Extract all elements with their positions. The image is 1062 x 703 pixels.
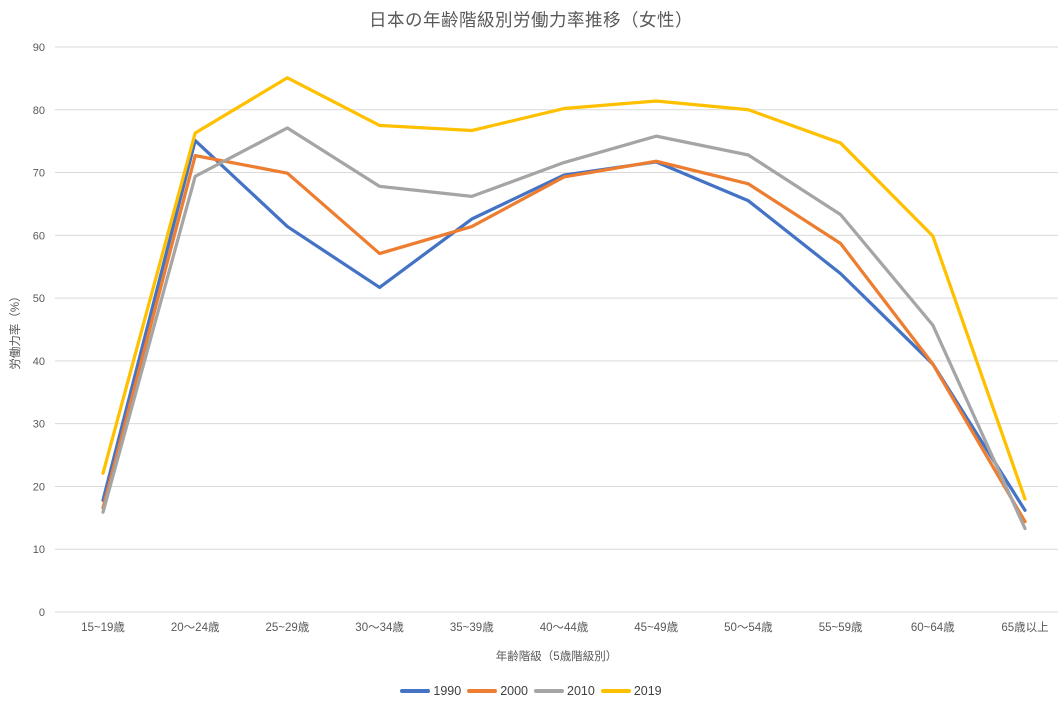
series-line-1990 <box>101 138 1027 512</box>
y-tick-label: 90 <box>33 42 45 54</box>
y-tick-label: 50 <box>33 293 45 305</box>
x-tick-label: 35~39歳 <box>450 621 494 634</box>
legend: 1990 2000 2010 2019 <box>0 684 1062 698</box>
y-tick-label: 10 <box>33 544 45 556</box>
legend-swatch-2019 <box>600 689 631 693</box>
series-line-2019 <box>101 76 1027 501</box>
y-tick-label: 30 <box>33 419 45 431</box>
legend-item-2010[interactable]: 2010 <box>534 684 595 698</box>
x-tick-label: 40〜44歳 <box>540 621 589 634</box>
legend-label-1990: 1990 <box>433 684 462 698</box>
x-tick-label: 65歳以上 <box>1001 621 1048 634</box>
x-tick-label: 30〜34歳 <box>355 621 404 634</box>
series-line-2000 <box>101 153 1027 524</box>
legend-item-2000[interactable]: 2000 <box>467 684 528 698</box>
legend-swatch-1990 <box>400 689 431 693</box>
x-tick-label: 50〜54歳 <box>724 621 773 634</box>
legend-item-1990[interactable]: 1990 <box>400 684 461 698</box>
x-tick-label: 55~59歳 <box>819 621 863 634</box>
legend-swatch-2010 <box>534 689 564 693</box>
x-tick-label: 60~64歳 <box>911 621 955 634</box>
x-tick-label: 20〜24歳 <box>171 621 220 634</box>
legend-label-2010: 2010 <box>567 684 595 698</box>
chart-title: 日本の年齢階級別労働力率推移（女性） <box>369 10 693 30</box>
y-tick-label: 80 <box>33 105 45 117</box>
y-tick-label: 60 <box>33 230 45 242</box>
y-tick-label: 20 <box>33 481 45 493</box>
legend-swatch-2000 <box>467 689 498 693</box>
legend-label-2019: 2019 <box>633 684 662 698</box>
legend-label-2000: 2000 <box>500 684 528 698</box>
y-tick-label: 40 <box>33 356 45 368</box>
legend-item-2019[interactable]: 2019 <box>600 684 662 698</box>
y-tick-label: 0 <box>39 607 45 619</box>
x-tick-label: 25~29歳 <box>265 621 309 634</box>
series-line-2010 <box>101 126 1027 531</box>
x-tick-label: 15~19歳 <box>81 621 125 634</box>
y-tick-label: 70 <box>33 168 45 180</box>
x-axis-title: 年齢階級（5歳階級別） <box>495 651 618 663</box>
x-tick-label: 45~49歳 <box>634 621 678 634</box>
